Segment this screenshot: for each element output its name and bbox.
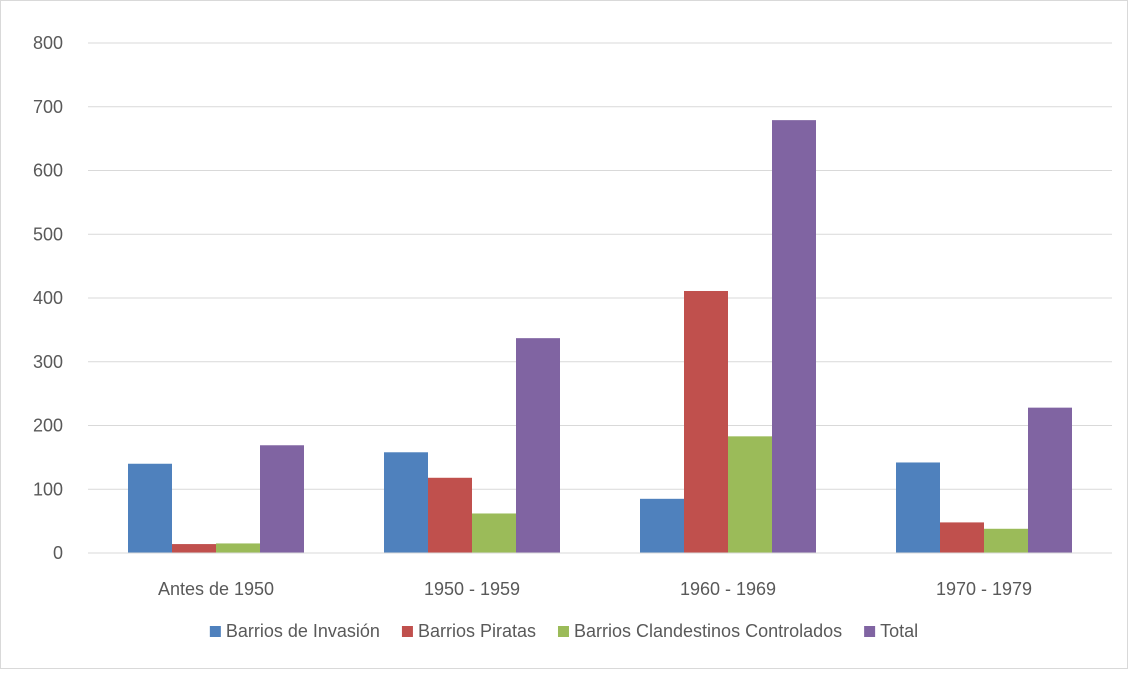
bar-barrios-piratas-1960-1969 [684,290,728,553]
y-tick-label-500: 500 [33,224,63,244]
bar-barrios-de-invasion-1960-1969 [640,498,684,553]
bar-barrios-de-invasion-antes-de-1950 [128,463,172,553]
y-axis-tick-labels: 0 100 200 300 400 500 600 700 800 [33,33,63,563]
bar-barrios-clandestinos-controlados-1960-1969 [728,436,772,553]
y-tick-label-100: 100 [33,479,63,499]
legend-label-barrios-de-invasion: Barrios de Invasión [226,621,380,641]
x-axis-tick-labels: Antes de 1950 1950 - 1959 1960 - 1969 1970 … [158,579,1032,599]
y-tick-label-200: 200 [33,416,63,436]
bar-barrios-clandestinos-controlados-antes-de-1950 [216,543,260,553]
legend-swatch-barrios-de-invasion [209,626,221,637]
bar-total-1950-1959 [516,338,560,553]
y-tick-label-700: 700 [33,97,63,117]
y-tick-label-0: 0 [53,543,63,563]
y-tick-label-800: 800 [33,33,63,53]
legend-item-barrios-de-invasion: Barrios de Invasión [209,621,380,641]
x-tick-label-1970-1979: 1970 - 1979 [936,579,1032,599]
bar-total-antes-de-1950 [260,445,304,553]
legend: Barrios de Invasión Barrios Piratas Barrio… [209,621,918,641]
y-tick-label-300: 300 [33,352,63,372]
legend-item-barrios-piratas: Barrios Piratas [401,621,536,641]
legend-label-barrios-clandestinos-controlados: Barrios Clandestinos Controlados [574,621,842,641]
legend-swatch-total [864,626,876,637]
x-tick-label-1960-1969: 1960 - 1969 [680,579,776,599]
bar-total-1960-1969 [772,120,816,553]
legend-label-total: Total [880,621,918,641]
legend-item-total: Total [864,621,918,641]
bar-barrios-de-invasion-1970-1979 [896,462,940,553]
legend-swatch-barrios-clandestinos-controlados [557,626,569,637]
bar-barrios-piratas-1950-1959 [428,477,472,553]
y-tick-label-600: 600 [33,161,63,181]
bar-barrios-clandestinos-controlados-1970-1979 [984,528,1028,553]
bar-total-1970-1979 [1028,407,1072,553]
x-tick-label-antes-de-1950: Antes de 1950 [158,579,274,599]
bar-barrios-de-invasion-1950-1959 [384,452,428,553]
bar-barrios-piratas-antes-de-1950 [172,544,216,553]
x-tick-label-1950-1959: 1950 - 1959 [424,579,520,599]
legend-label-barrios-piratas: Barrios Piratas [418,621,536,641]
gridlines [88,42,1112,490]
legend-item-barrios-clandestinos-controlados: Barrios Clandestinos Controlados [557,621,842,641]
bar-barrios-piratas-1970-1979 [940,522,984,553]
y-tick-label-400: 400 [33,288,63,308]
bars [128,120,1072,553]
bar-barrios-clandestinos-controlados-1950-1959 [472,513,516,553]
legend-swatch-barrios-piratas [401,626,413,637]
